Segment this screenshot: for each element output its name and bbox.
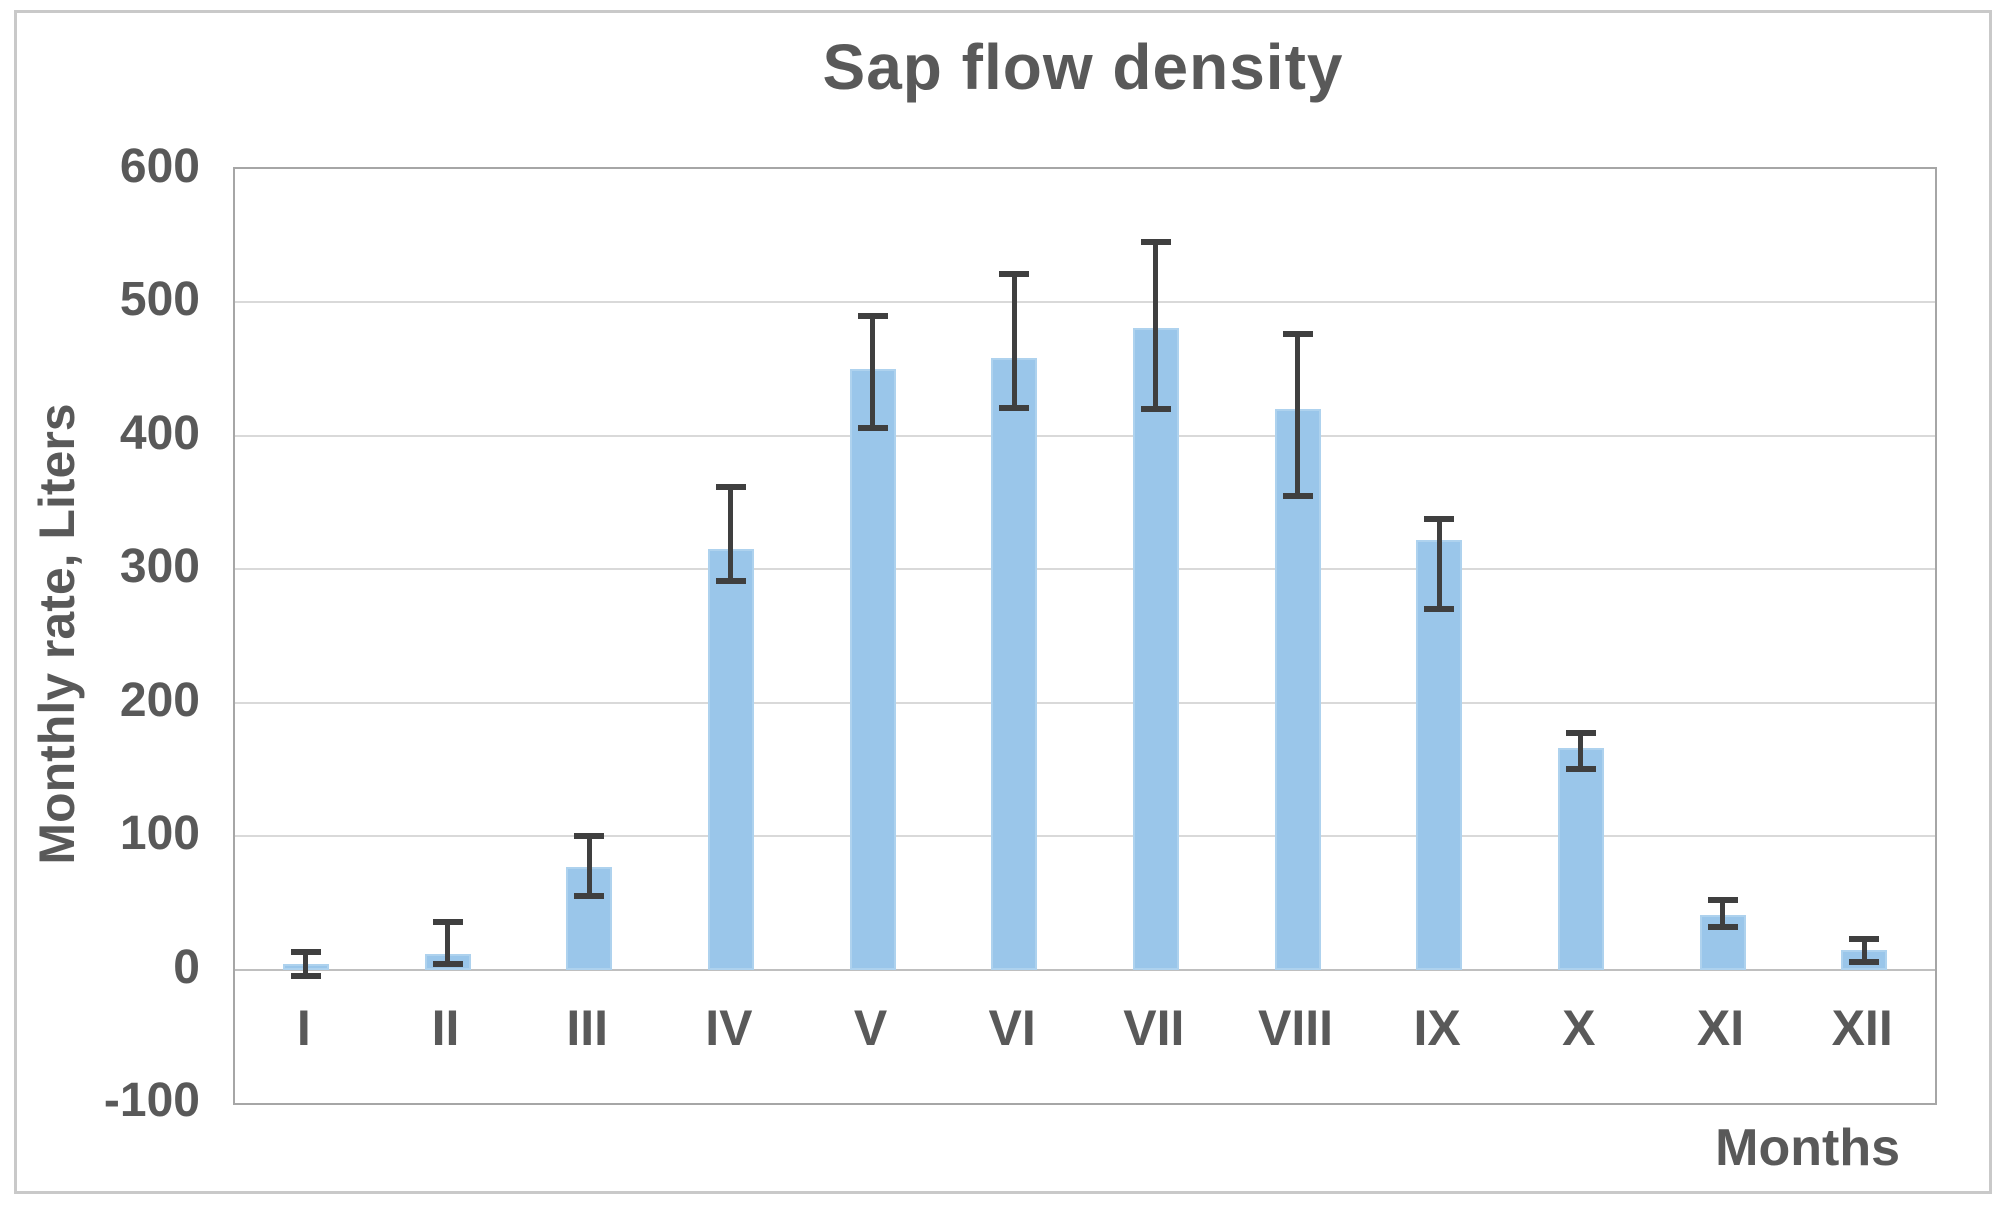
error-bar-month-XI: [1720, 900, 1725, 927]
error-cap-top-III: [574, 833, 605, 840]
gridline-500: [235, 301, 1935, 304]
x-tick-label-VIII: VIII: [1257, 1000, 1334, 1056]
error-cap-top-VI: [999, 271, 1030, 278]
x-axis-title: Months: [1715, 1119, 1900, 1177]
error-bar-month-VIII: [1295, 334, 1300, 496]
chart-title: Sap flow density: [822, 31, 1344, 103]
error-cap-top-XII: [1849, 935, 1880, 942]
error-cap-bottom-VI: [999, 404, 1030, 411]
error-cap-bottom-VIII: [1282, 492, 1313, 499]
x-tick-label-IX: IX: [1413, 1000, 1461, 1056]
error-bar-month-V: [870, 315, 875, 428]
error-cap-top-IV: [715, 483, 746, 490]
error-cap-bottom-VII: [1140, 406, 1171, 413]
error-bar-month-VI: [1011, 274, 1017, 408]
bar-month-VII: [1132, 327, 1179, 970]
x-tick-label-VI: VI: [988, 1000, 1036, 1056]
error-cap-bottom-IX: [1424, 606, 1455, 613]
bar-month-X: [1557, 748, 1604, 970]
error-bar-month-XII: [1861, 938, 1867, 962]
gridline-100: [235, 835, 1935, 838]
error-bar-month-IV: [728, 486, 734, 582]
zero-axis-line: [235, 968, 1935, 971]
y-tick-label-300: 300: [119, 540, 200, 594]
error-cap-top-XI: [1707, 897, 1738, 904]
y-axis-title: Monthly rate, Liters: [29, 403, 85, 865]
gridline-400: [235, 434, 1935, 437]
x-tick-label-X: X: [1562, 1000, 1596, 1056]
y-tick-label-100: 100: [119, 807, 200, 861]
error-bar-month-X: [1578, 733, 1584, 770]
error-bar-month-II: [445, 921, 450, 965]
x-tick-label-III: III: [566, 1000, 608, 1056]
x-tick-label-I: I: [296, 1000, 311, 1056]
y-tick-label-600: 600: [119, 140, 200, 193]
y-tick-label-200: 200: [119, 673, 200, 727]
error-bar-month-I: [303, 952, 309, 977]
error-cap-top-II: [432, 918, 463, 925]
error-cap-bottom-IV: [715, 578, 746, 585]
y-tick-label-500: 500: [119, 273, 200, 327]
error-bar-month-IX: [1436, 518, 1442, 610]
x-tick-label-V: V: [853, 1000, 888, 1056]
x-tick-label-XII: XII: [1831, 1000, 1893, 1056]
x-tick-label-II: II: [431, 1000, 460, 1056]
error-cap-bottom-V: [857, 424, 888, 431]
plot-area: [233, 167, 1937, 1105]
error-cap-top-IX: [1424, 515, 1455, 522]
x-tick-label-IV: IV: [705, 1000, 753, 1056]
error-cap-bottom-II: [432, 961, 463, 968]
gridline-300: [235, 568, 1935, 571]
bar-month-V: [849, 369, 896, 970]
bar-month-IV: [707, 549, 754, 970]
y-tick-label-400: 400: [119, 406, 200, 460]
error-cap-bottom-I: [290, 973, 321, 980]
bar-month-VI: [991, 358, 1038, 970]
error-cap-top-VII: [1140, 239, 1171, 246]
y-tick-label-0: 0: [173, 940, 200, 994]
x-tick-label-VII: VII: [1123, 1000, 1185, 1056]
error-bar-month-III: [586, 836, 592, 897]
error-cap-bottom-X: [1565, 766, 1596, 773]
y-tick-label--100: -100: [103, 1074, 200, 1127]
gridline-200: [235, 701, 1935, 704]
error-cap-top-VIII: [1282, 331, 1313, 338]
error-cap-top-V: [857, 312, 888, 319]
error-bar-month-VII: [1153, 242, 1159, 410]
error-cap-bottom-III: [574, 893, 605, 900]
error-cap-bottom-XI: [1707, 923, 1738, 930]
error-cap-bottom-XII: [1849, 958, 1880, 965]
x-tick-label-XI: XI: [1696, 1000, 1745, 1056]
error-cap-top-I: [290, 949, 321, 956]
bar-month-VIII: [1274, 409, 1321, 970]
error-cap-top-X: [1565, 730, 1596, 737]
